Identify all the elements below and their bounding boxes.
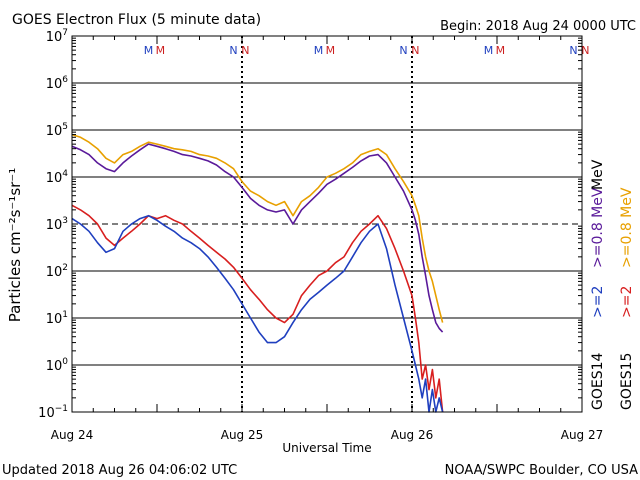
mn-marker: M — [484, 44, 494, 57]
y-tick-label: 103 — [46, 216, 68, 233]
x-tick-label: Aug 26 — [391, 428, 434, 442]
x-tick-labels: Aug 24 Aug 25 Aug 26 Aug 27 — [51, 428, 604, 442]
y-tick-label: 104 — [46, 169, 69, 186]
series-line — [71, 143, 444, 333]
mn-marker: N — [229, 44, 237, 57]
x-tick-label: Aug 24 — [51, 428, 94, 442]
series-line — [71, 204, 444, 413]
y-tick-labels: 107 106 105 104 103 102 101 100 10−1 — [38, 28, 68, 421]
legend-goes14-2mev: >=2 — [590, 286, 606, 318]
mn-marker: N — [569, 44, 577, 57]
mn-marker: M — [496, 44, 506, 57]
y-tick-label: 105 — [46, 122, 68, 139]
mn-marker: M — [144, 44, 154, 57]
y-tick-label: 100 — [46, 357, 69, 374]
chart-title: GOES Electron Flux (5 minute data) — [12, 12, 261, 28]
y-tick-label: 107 — [46, 28, 68, 45]
legend-mev-unit: MeV — [590, 159, 606, 190]
legend-goes14-08mev: >=0.8 MeV — [590, 187, 606, 268]
mn-marker: M — [326, 44, 336, 57]
mn-marker: M — [156, 44, 166, 57]
series-lines — [71, 133, 444, 413]
source-credit: NOAA/SWPC Boulder, CO USA — [445, 463, 638, 478]
y-tick-label: 10−1 — [38, 404, 68, 421]
x-tick-label: Aug 27 — [561, 428, 604, 442]
y-tick-label: 102 — [46, 263, 68, 280]
legend: GOES14 GOES15 >=2 >=2 >=0.8 MeV >=0.8 Me… — [590, 159, 635, 410]
legend-goes15: GOES15 — [619, 353, 635, 410]
y-tick-label: 106 — [46, 75, 69, 92]
x-axis-label: Universal Time — [282, 441, 371, 455]
updated-timestamp: Updated 2018 Aug 26 04:06:02 UTC — [2, 463, 237, 478]
begin-label: Begin: 2018 Aug 24 0000 UTC — [440, 19, 636, 34]
series-line — [71, 133, 444, 323]
mn-marker: M — [314, 44, 324, 57]
mn-marker: N — [411, 44, 419, 57]
legend-goes14: GOES14 — [590, 352, 606, 410]
y-axis-label: Particles cm⁻²s⁻¹sr⁻¹ — [6, 168, 24, 322]
legend-goes15-08mev: >=0.8 MeV — [619, 187, 635, 268]
x-tick-label: Aug 25 — [221, 428, 264, 442]
plot-frame — [71, 35, 583, 413]
legend-goes15-2mev: >=2 — [619, 286, 635, 318]
series-line — [71, 214, 444, 413]
mn-marker: N — [581, 44, 589, 57]
mn-marker: N — [399, 44, 407, 57]
y-tick-label: 101 — [46, 310, 68, 327]
mn-marker: N — [241, 44, 249, 57]
